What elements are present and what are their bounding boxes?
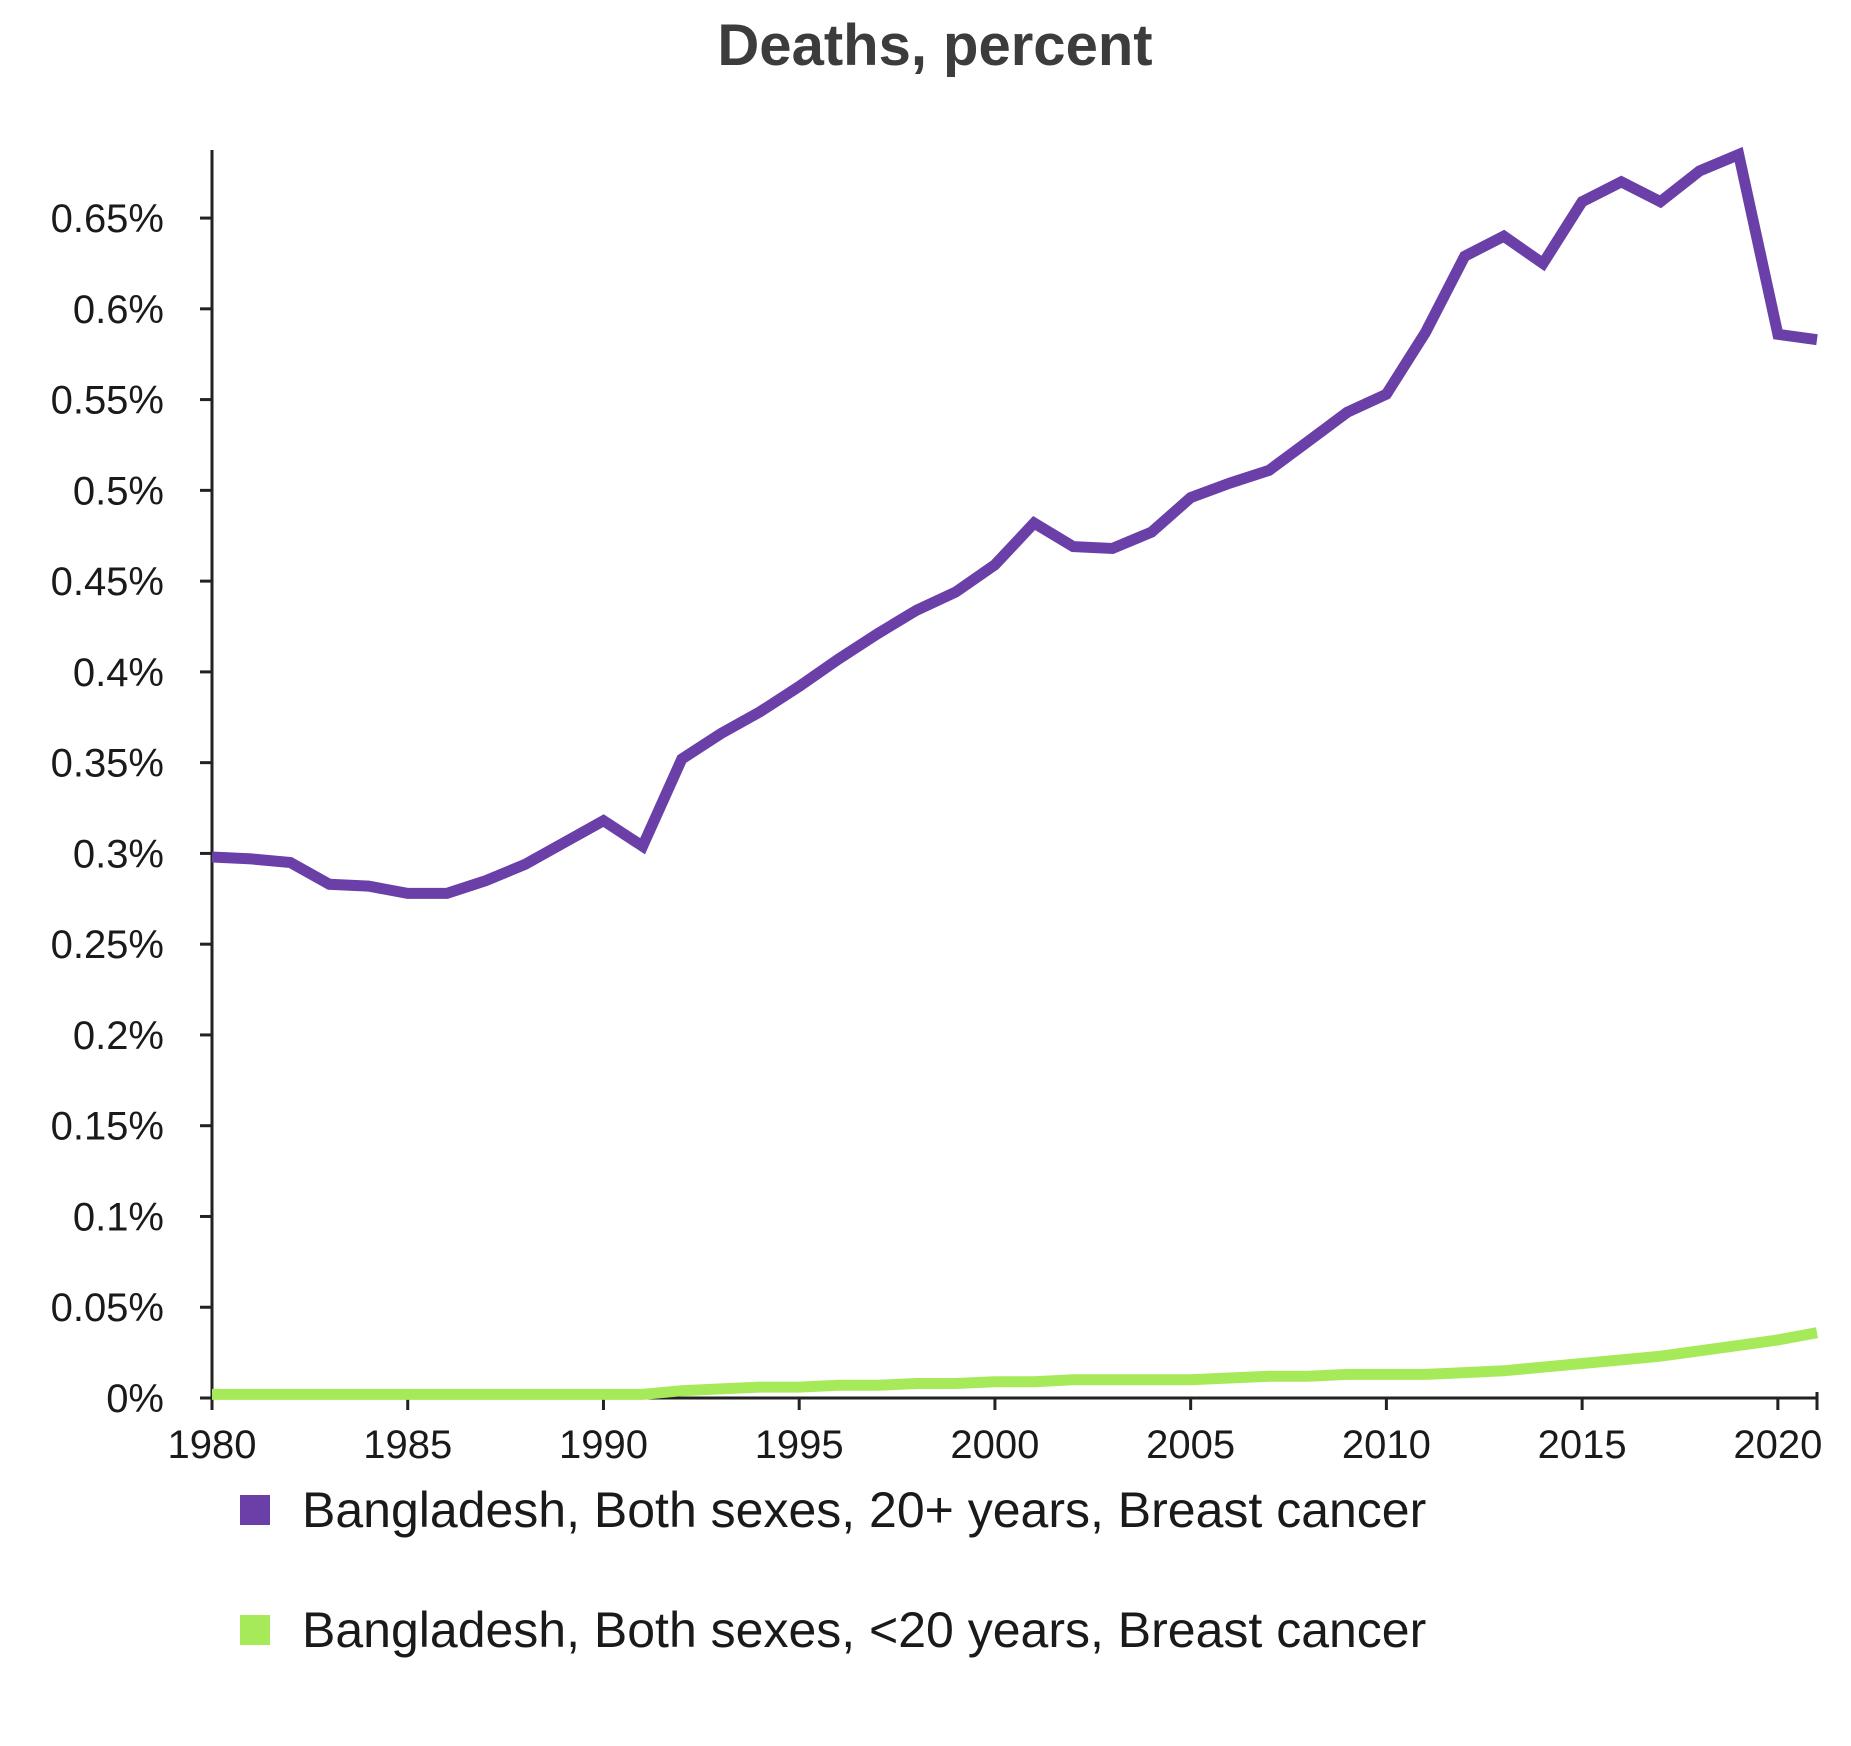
x-tick-label: 1980 — [168, 1423, 257, 1467]
y-tick-label: 0.4% — [73, 651, 164, 695]
y-tick-label: 0.65% — [51, 197, 164, 241]
y-tick-label: 0.35% — [51, 742, 164, 786]
y-tick-label: 0% — [106, 1377, 164, 1421]
y-tick-label: 0.25% — [51, 923, 164, 967]
x-tick-label: 2015 — [1538, 1423, 1627, 1467]
x-tick-label: 2020 — [1733, 1423, 1822, 1467]
y-tick-label: 0.5% — [73, 469, 164, 513]
y-tick-label: 0.55% — [51, 379, 164, 423]
y-tick-label: 0.45% — [51, 560, 164, 604]
x-tick-label: 1990 — [559, 1423, 648, 1467]
y-tick-label: 0.6% — [73, 288, 164, 332]
legend-swatch-2 — [240, 1615, 270, 1645]
y-tick-label: 0.2% — [73, 1014, 164, 1058]
y-tick-label: 0.15% — [51, 1105, 164, 1149]
y-tick-label: 0.3% — [73, 832, 164, 876]
legend: Bangladesh, Both sexes, 20+ years, Breas… — [240, 1482, 1426, 1658]
y-tick-label: 0.05% — [51, 1286, 164, 1330]
series-lines — [211, 146, 1818, 1400]
x-tick-label: 2005 — [1146, 1423, 1235, 1467]
legend-label-2: Bangladesh, Both sexes, <20 years, Breas… — [302, 1602, 1426, 1658]
x-tick-label: 2000 — [950, 1423, 1039, 1467]
x-tick-label: 1985 — [363, 1423, 452, 1467]
legend-label-1: Bangladesh, Both sexes, 20+ years, Breas… — [302, 1482, 1426, 1538]
x-axis: 1980 1985 1990 1995 2000 2005 2010 2015 2020 — [168, 1392, 1822, 1467]
x-tick-label: 1995 — [755, 1423, 844, 1467]
x-tick-label: 2010 — [1342, 1423, 1431, 1467]
chart-title: Deaths, percent — [717, 13, 1152, 78]
legend-swatch-1 — [240, 1495, 270, 1525]
y-tick-label: 0.1% — [73, 1195, 164, 1239]
series-line-1 — [211, 146, 1818, 899]
series-line-2 — [212, 1327, 1818, 1400]
y-axis: 0% 0.05% 0.1% 0.15% 0.2% 0.25% 0.3% 0.35% 0.4% 0.… — [51, 150, 214, 1421]
